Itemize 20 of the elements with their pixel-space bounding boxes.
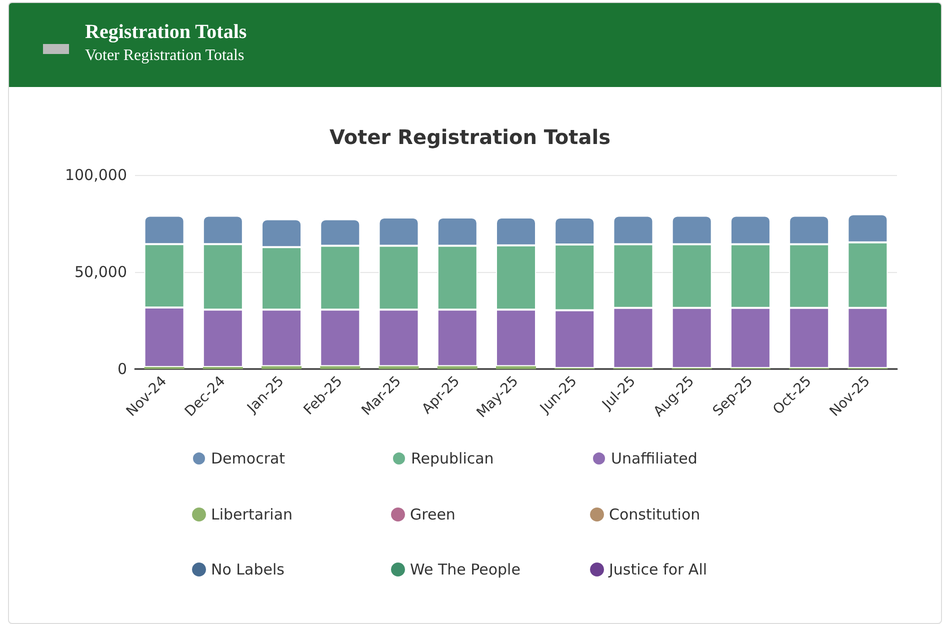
bar [378,366,419,369]
bar [437,366,478,369]
chart-title: Voter Registration Totals [330,125,610,149]
legend-label: Unaffiliated [611,450,726,468]
y-tick-label: 0 [117,360,127,378]
legend-label: Libertarian [211,506,326,524]
legend-label: Justice for All [608,560,722,578]
legend-label: Republican [411,450,532,468]
text: Voter Registration Totals [85,47,244,65]
legend-label: Constitution [609,506,729,524]
legend-label: We The People [410,560,544,578]
bar [496,366,536,369]
legend-label: Democrat [211,450,333,468]
text: Registration Totals [85,21,247,44]
y-tick-label: 50,000 [74,263,127,281]
legend-label: Green [410,506,518,524]
bar [262,366,302,369]
legend-label: No Labels [211,560,328,578]
y-tick-label: 100,000 [64,166,127,184]
bar [320,366,360,369]
